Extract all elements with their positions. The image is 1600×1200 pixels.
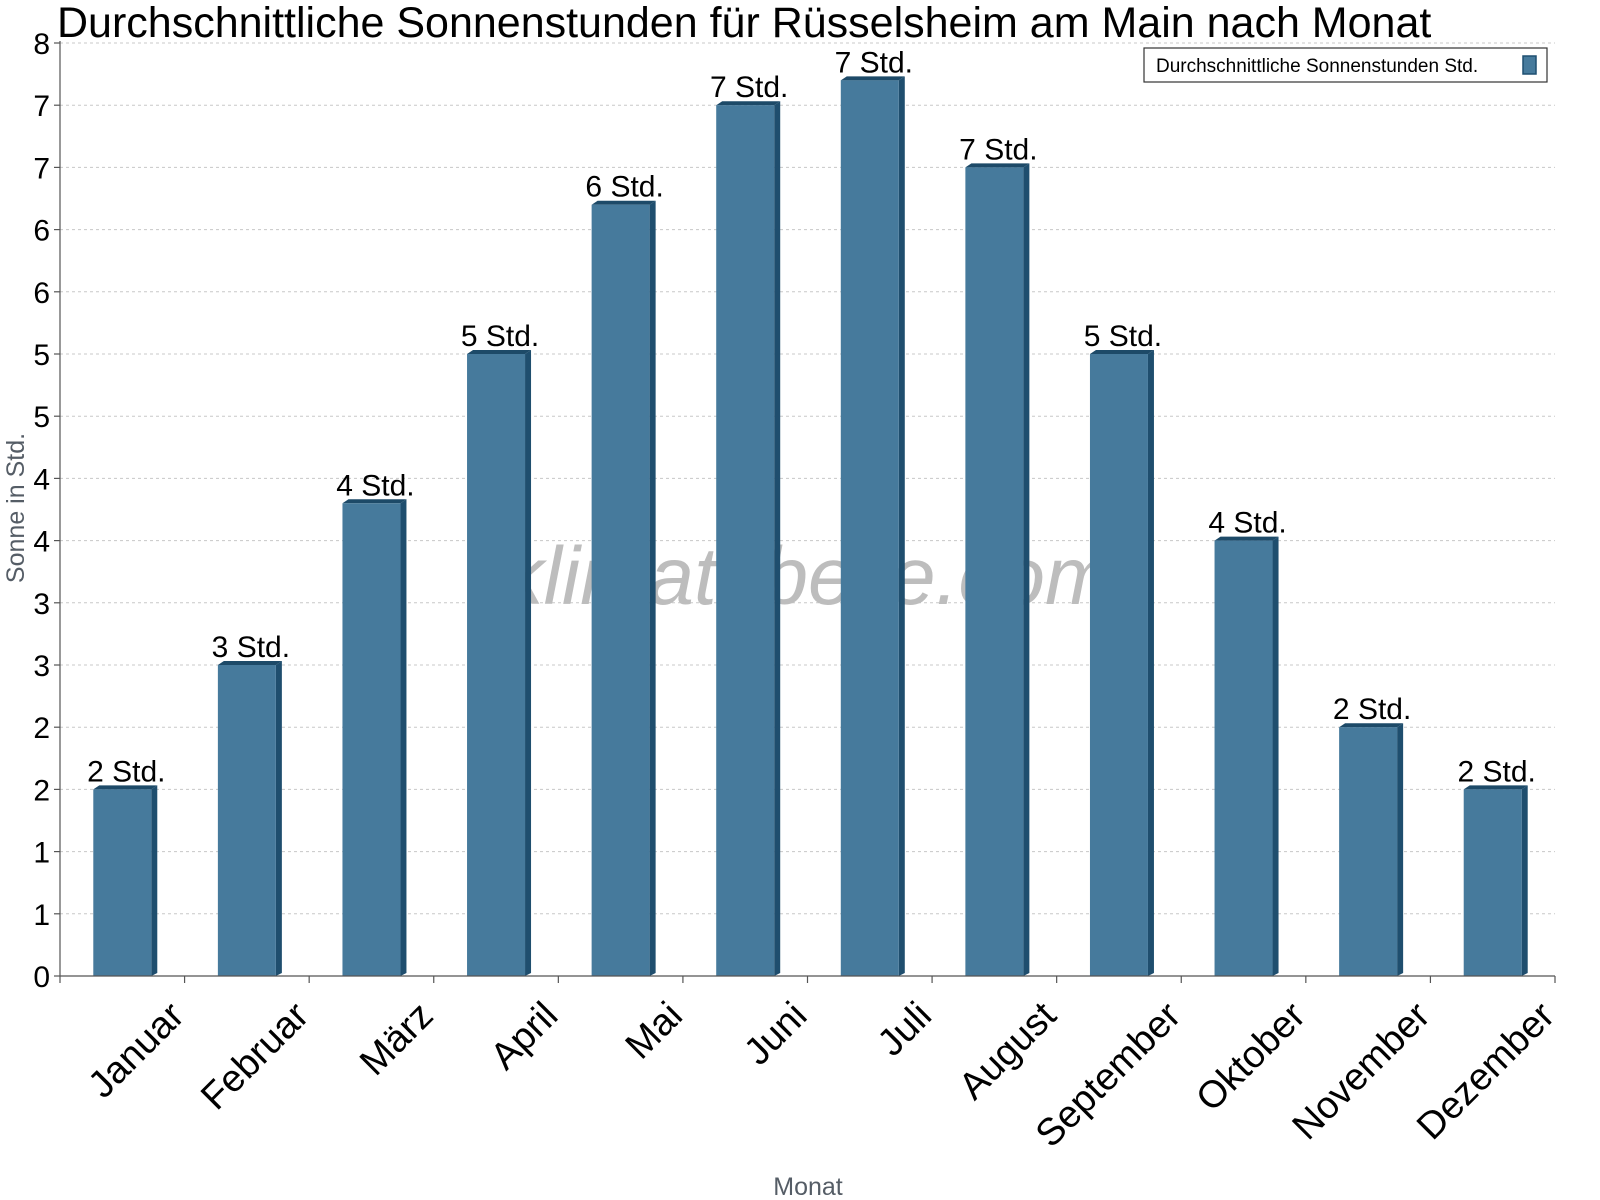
- chart-title: Durchschnittliche Sonnenstunden für Rüss…: [57, 0, 1431, 47]
- y-tick-label: 4: [33, 526, 50, 559]
- bar-side: [898, 76, 905, 976]
- bars: 2 Std. 3 Std. 4 Std. 5 Std. 6 Std. 7 Std. 7 St…: [87, 46, 1536, 977]
- bar-side: [400, 499, 407, 976]
- bar-august: [965, 163, 1030, 976]
- y-tick-label: 1: [33, 899, 50, 932]
- y-tick-label: 4: [33, 463, 50, 496]
- axes: [54, 41, 1556, 983]
- y-tick-label: 2: [33, 774, 50, 807]
- x-tick-label: April: [483, 994, 566, 1077]
- bar-front: [342, 503, 401, 976]
- bar-november: [1339, 723, 1404, 976]
- data-label: 5 Std.: [1084, 320, 1162, 353]
- y-tick-labels: 0 1 1 2 2 3 3 4 4 5 5 6 6 7 7 8: [33, 28, 50, 994]
- x-tick-label: Oktober: [1188, 994, 1314, 1120]
- data-label: 3 Std.: [212, 631, 290, 664]
- bar-april: [467, 350, 532, 976]
- y-tick-label: 7: [33, 152, 50, 185]
- bar-top: [591, 200, 656, 205]
- bar-side: [1147, 350, 1154, 976]
- bar-side: [1023, 163, 1030, 976]
- bar-top: [1214, 536, 1279, 541]
- legend-swatch: [1522, 55, 1537, 75]
- bar-oktober: [1214, 536, 1279, 976]
- bar-märz: [342, 499, 407, 976]
- bar-top: [467, 350, 532, 354]
- data-label: 7 Std.: [959, 133, 1037, 166]
- bar-front: [591, 204, 650, 977]
- bar-front: [716, 105, 775, 976]
- x-tick-label: Juli: [870, 994, 940, 1064]
- bar-front: [93, 789, 152, 976]
- bar-januar: [93, 785, 158, 976]
- x-tick-label: Mai: [618, 994, 691, 1067]
- y-tick-label: 3: [33, 588, 50, 621]
- bar-mai: [591, 200, 656, 977]
- bar-top: [342, 499, 407, 504]
- bar-februar: [217, 661, 282, 976]
- data-label: 5 Std.: [461, 320, 539, 353]
- y-tick-label: 6: [33, 215, 50, 248]
- bar-side: [525, 350, 532, 976]
- data-label: 6 Std.: [585, 171, 663, 204]
- bar-front: [1089, 354, 1148, 976]
- bar-side: [649, 200, 656, 977]
- bar-top: [1463, 785, 1528, 790]
- legend-box: [1143, 47, 1548, 83]
- bar-front: [840, 80, 899, 976]
- bar-front: [1339, 727, 1398, 976]
- y-tick-label: 3: [33, 650, 50, 683]
- y-tick-label: 1: [33, 837, 50, 870]
- y-tick-label: 8: [33, 28, 50, 61]
- bar-side: [151, 785, 158, 976]
- bar-top: [217, 661, 282, 665]
- bar-side: [275, 661, 282, 976]
- y-axis-label: Sonne in Std.: [2, 433, 30, 583]
- bar-top: [1339, 723, 1404, 728]
- data-label: 7 Std.: [710, 71, 788, 104]
- data-label: 2 Std.: [1458, 755, 1536, 788]
- bar-side: [1272, 536, 1279, 976]
- x-axis-label: Monat: [773, 1173, 843, 1200]
- grid-lines: [60, 42, 1555, 915]
- y-tick-label: 7: [33, 90, 50, 123]
- data-label: 4 Std.: [1208, 507, 1286, 540]
- bar-september: [1089, 350, 1154, 976]
- data-label: 2 Std.: [87, 755, 165, 788]
- x-tick-label: Januar: [81, 994, 193, 1106]
- bar-front: [467, 354, 526, 976]
- legend: Durchschnittliche Sonnenstunden Std.: [1143, 47, 1548, 83]
- bar-side: [774, 101, 781, 976]
- y-tick-label: 5: [33, 401, 50, 434]
- legend-label: Durchschnittliche Sonnenstunden Std.: [1156, 56, 1478, 77]
- bar-front: [1463, 789, 1522, 976]
- bar-juli: [840, 76, 905, 976]
- bar-top: [965, 163, 1030, 168]
- data-label: 4 Std.: [336, 469, 414, 502]
- bar-front: [217, 665, 276, 976]
- x-tick-label: August: [951, 994, 1065, 1108]
- data-label: 7 Std.: [835, 46, 913, 79]
- bar-side: [1521, 785, 1528, 976]
- y-tick-label: 0: [33, 961, 50, 994]
- bar-front: [1214, 540, 1273, 976]
- x-tick-label: März: [352, 994, 441, 1083]
- bar-top: [840, 76, 905, 81]
- x-tick-label: Dezember: [1409, 994, 1563, 1148]
- bar-top: [716, 101, 781, 106]
- bar-dezember: [1463, 785, 1528, 976]
- x-tick-label: Juni: [736, 994, 815, 1073]
- bar-top: [93, 785, 158, 790]
- bar-side: [1397, 723, 1404, 976]
- bar-juni: [716, 101, 781, 976]
- x-tick-labels: Januar Februar März April Mai Juni Juli AugustS…: [81, 994, 1564, 1155]
- x-tick-label: Februar: [193, 994, 317, 1118]
- y-tick-label: 5: [33, 339, 50, 372]
- bar-front: [965, 167, 1024, 976]
- y-tick-label: 6: [33, 277, 50, 310]
- y-tick-label: 2: [33, 712, 50, 745]
- data-label: 2 Std.: [1333, 693, 1411, 726]
- bar-top: [1089, 350, 1154, 354]
